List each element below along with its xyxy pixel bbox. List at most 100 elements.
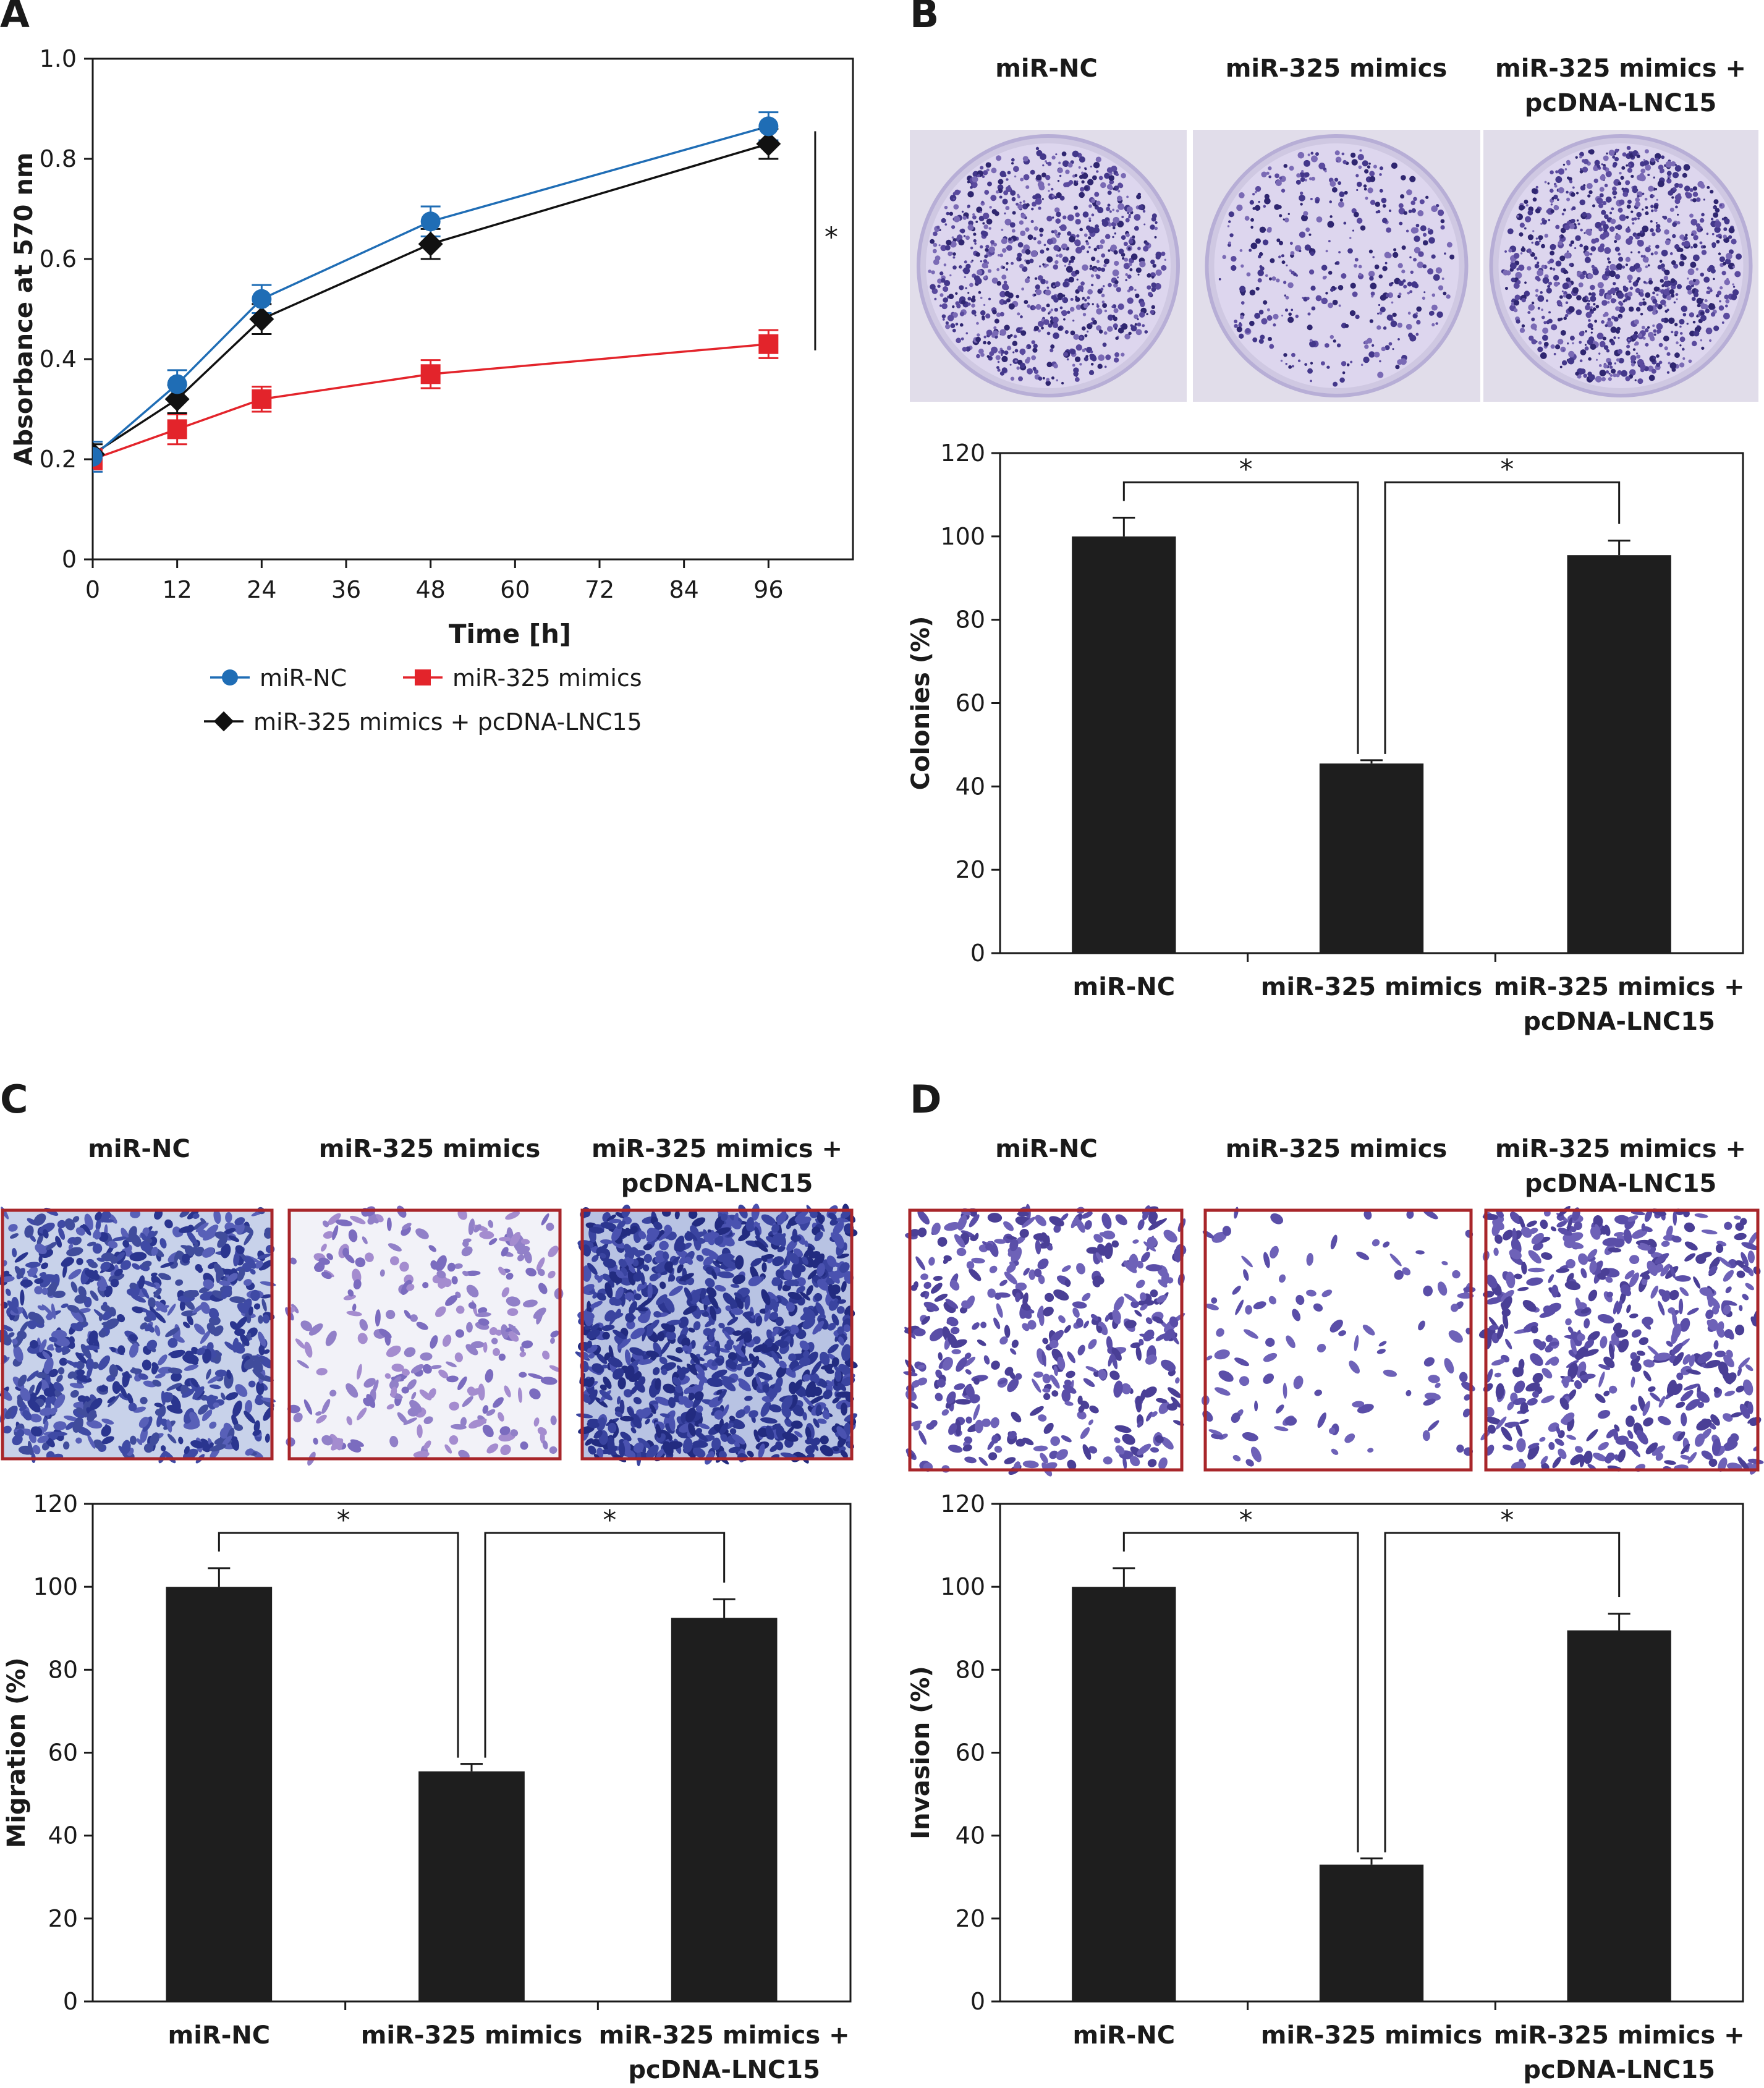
cell xyxy=(1104,1242,1113,1260)
colony xyxy=(1289,166,1294,171)
colony xyxy=(1580,349,1587,355)
cell xyxy=(715,1358,724,1364)
cell xyxy=(768,1291,779,1302)
cell xyxy=(1053,1365,1058,1377)
colony xyxy=(1407,291,1410,295)
cell xyxy=(1071,1216,1079,1229)
cell xyxy=(509,1231,521,1247)
cell xyxy=(410,1314,418,1322)
cell xyxy=(601,1325,615,1331)
colony xyxy=(1617,349,1623,354)
colony xyxy=(968,220,973,226)
cell xyxy=(478,1383,485,1401)
cell xyxy=(20,1388,31,1402)
colony xyxy=(1579,155,1582,159)
colony xyxy=(1030,250,1038,257)
cell xyxy=(782,1432,799,1442)
colony xyxy=(1051,230,1054,234)
colony xyxy=(1409,334,1417,342)
colony xyxy=(1679,247,1684,252)
cell xyxy=(917,1227,927,1237)
colony xyxy=(952,252,956,256)
panel-b-header-3-line-1: miR-325 mimics + xyxy=(1495,54,1746,83)
colony xyxy=(962,347,967,352)
cell xyxy=(380,1269,385,1277)
colony xyxy=(1572,287,1579,294)
colony xyxy=(1137,192,1141,197)
colony xyxy=(1431,323,1435,326)
colony xyxy=(1621,265,1626,269)
cell xyxy=(1331,1448,1339,1455)
colony xyxy=(1612,190,1618,196)
cell xyxy=(715,1235,724,1246)
colony xyxy=(970,260,973,263)
colony xyxy=(951,225,956,229)
colony xyxy=(962,216,967,220)
cell xyxy=(802,1317,816,1330)
cell xyxy=(764,1308,771,1322)
cell xyxy=(1338,1330,1347,1336)
cell xyxy=(171,1372,182,1382)
colony xyxy=(1368,249,1373,253)
cell xyxy=(248,1306,253,1316)
cell xyxy=(1009,1261,1016,1268)
colony xyxy=(1004,291,1011,297)
colony xyxy=(1534,263,1540,269)
cell xyxy=(462,1270,469,1276)
colony xyxy=(1559,295,1563,299)
colony xyxy=(1415,333,1419,336)
colony xyxy=(1520,252,1523,255)
colony xyxy=(1653,286,1659,292)
colony xyxy=(1374,264,1380,269)
colony xyxy=(1229,233,1234,237)
cell xyxy=(9,1233,19,1239)
colony xyxy=(1595,305,1600,308)
colony xyxy=(1089,354,1093,357)
colony xyxy=(1381,197,1387,203)
colony xyxy=(1380,307,1386,313)
colony xyxy=(951,236,954,239)
colony xyxy=(1087,296,1090,300)
cell xyxy=(70,1281,78,1293)
colony xyxy=(970,297,976,303)
cell xyxy=(988,1452,998,1461)
cell xyxy=(416,1322,428,1330)
colony xyxy=(1541,265,1545,269)
colony xyxy=(1711,232,1715,236)
colony xyxy=(1630,174,1634,178)
colony xyxy=(1079,174,1083,179)
colony xyxy=(1132,235,1135,239)
colony xyxy=(1085,225,1091,231)
cell xyxy=(1082,1444,1092,1460)
colony xyxy=(1441,277,1444,280)
cell xyxy=(1049,1450,1059,1459)
cell xyxy=(720,1213,728,1221)
colony xyxy=(1383,326,1387,330)
colony xyxy=(1287,282,1294,289)
colony xyxy=(1725,299,1730,303)
colony xyxy=(955,323,959,326)
colony xyxy=(1612,163,1617,168)
colony xyxy=(980,230,986,236)
cell xyxy=(154,1209,163,1220)
cell xyxy=(482,1424,494,1438)
cell xyxy=(633,1273,642,1282)
colony xyxy=(1630,251,1633,253)
colony xyxy=(1652,310,1656,315)
cell xyxy=(703,1256,714,1267)
colony xyxy=(1296,173,1301,178)
colony xyxy=(1682,313,1687,316)
colony xyxy=(1535,289,1539,292)
colony xyxy=(1543,342,1549,347)
cell xyxy=(415,1228,429,1239)
cell xyxy=(179,1300,186,1311)
cell xyxy=(43,1357,54,1375)
colony xyxy=(1435,322,1438,325)
colony xyxy=(1579,359,1583,363)
cell xyxy=(761,1262,767,1273)
cell xyxy=(739,1360,753,1367)
colony xyxy=(1723,312,1730,320)
cell xyxy=(1270,1213,1284,1224)
cell xyxy=(660,1341,671,1355)
cell xyxy=(930,1283,943,1294)
